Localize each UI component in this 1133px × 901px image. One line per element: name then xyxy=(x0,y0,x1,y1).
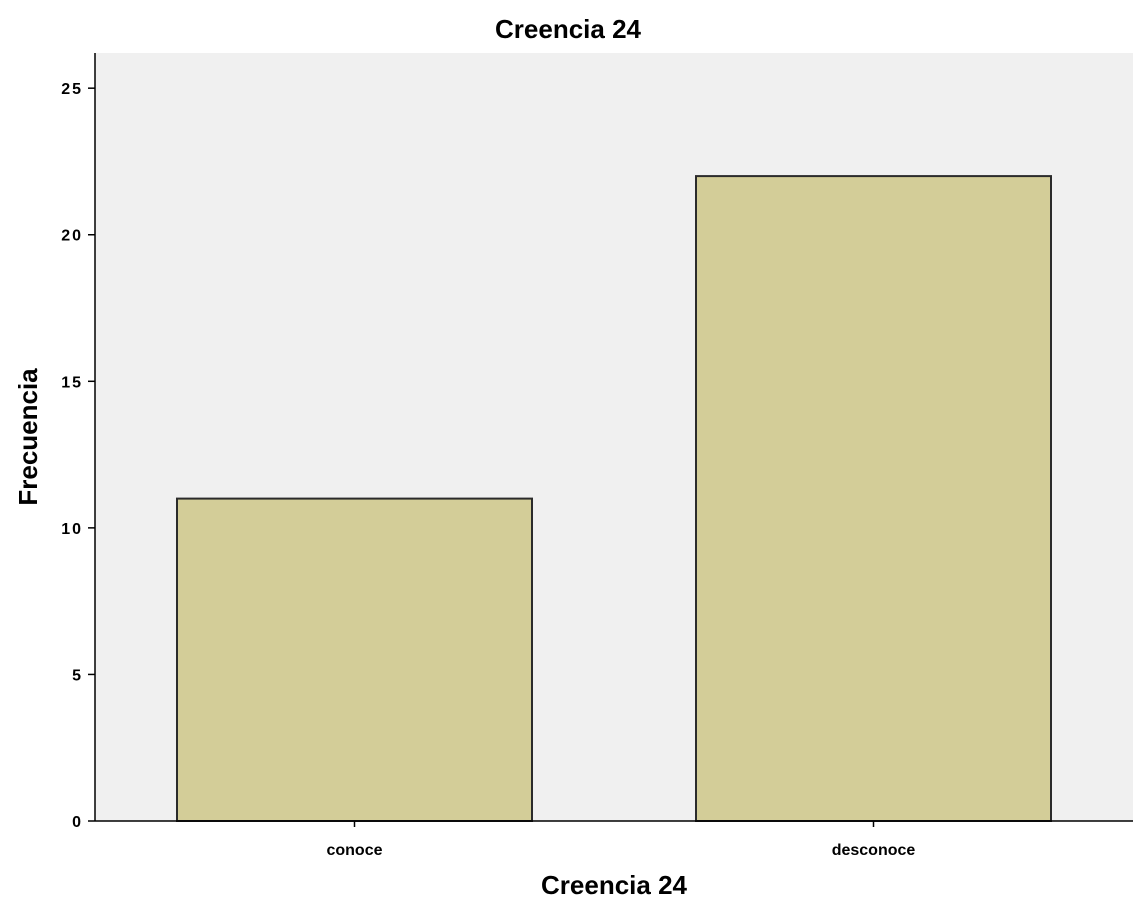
y-tick-label-15: 15 xyxy=(61,374,83,391)
x-axis-title: Creencia 24 xyxy=(541,870,688,900)
bars-group xyxy=(176,175,1052,823)
y-tick-label-0: 0 xyxy=(72,814,83,831)
y-tick-label-25: 25 xyxy=(61,81,83,98)
bar-desconoce xyxy=(695,175,1052,823)
axes-group: conoce desconoce 0 5 10 15 20 25 xyxy=(61,53,1133,859)
x-tick-label-conoce: conoce xyxy=(326,842,382,859)
bar-conoce xyxy=(176,497,533,822)
chart-title: Creencia 24 xyxy=(495,14,642,44)
y-tick-label-20: 20 xyxy=(61,228,83,245)
y-tick-label-5: 5 xyxy=(72,667,83,684)
y-axis-title: Frecuencia xyxy=(13,368,43,506)
x-tick-label-desconoce: desconoce xyxy=(832,842,916,859)
y-tick-label-10: 10 xyxy=(61,521,83,538)
